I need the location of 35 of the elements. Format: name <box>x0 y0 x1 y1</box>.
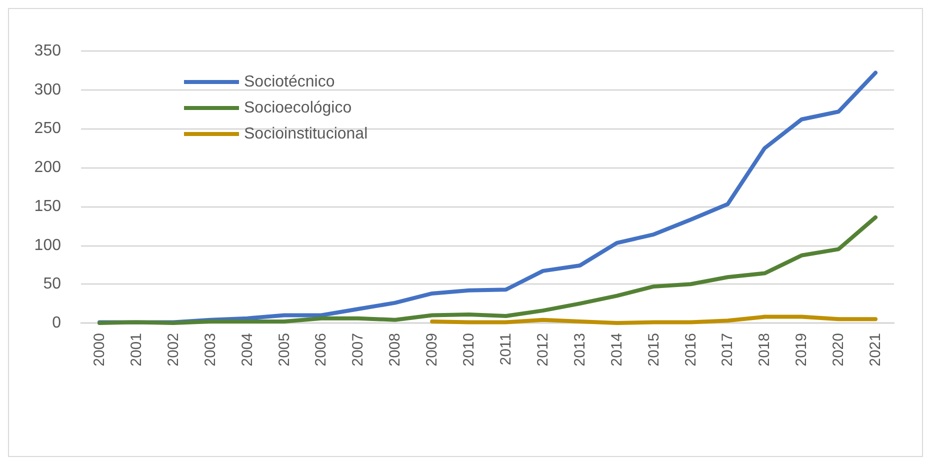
x-tick-label: 2019 <box>793 333 810 366</box>
y-tick-label: 350 <box>34 42 62 60</box>
x-tick-label: 2013 <box>571 333 588 366</box>
x-tick-label: 2009 <box>424 333 441 366</box>
x-tick-label: 2001 <box>128 333 145 366</box>
y-tick-label: 50 <box>43 276 62 293</box>
y-tick-label: 200 <box>34 159 62 176</box>
x-tick-label: 2020 <box>830 333 848 366</box>
x-tick-label: 2010 <box>460 333 478 366</box>
x-tick-label: 2003 <box>202 333 219 366</box>
x-tick-label: 2011 <box>497 333 514 366</box>
legend-label: Sociotécnico <box>244 74 335 90</box>
x-tick-label: 2018 <box>756 333 774 366</box>
y-tick-label: 0 <box>52 314 62 332</box>
x-tick-label: 2016 <box>682 333 700 366</box>
line-series <box>430 314 878 325</box>
x-tick-label: 2002 <box>164 333 182 366</box>
y-tick-label: 150 <box>34 198 62 215</box>
x-tick-label: 2015 <box>645 333 662 366</box>
y-tick-label: 250 <box>34 120 62 138</box>
legend-label: Socioinstitucional <box>244 126 368 142</box>
x-tick-label: 2000 <box>90 333 108 366</box>
x-tick-label: 2005 <box>276 333 293 366</box>
line-series <box>97 215 878 325</box>
x-tick-label: 2006 <box>312 333 330 366</box>
legend-label: Socioecológico <box>244 100 352 116</box>
x-tick-label: 2007 <box>350 333 367 366</box>
x-tick-label: 2012 <box>534 333 552 366</box>
y-tick-label: 300 <box>34 81 62 98</box>
y-tick-label: 100 <box>34 236 62 254</box>
x-tick-label: 2017 <box>719 333 736 366</box>
x-tick-label: 2004 <box>238 333 256 366</box>
x-tick-label: 2014 <box>608 333 626 366</box>
x-tick-label: 2008 <box>386 333 404 366</box>
x-tick-label: 2021 <box>867 333 884 366</box>
